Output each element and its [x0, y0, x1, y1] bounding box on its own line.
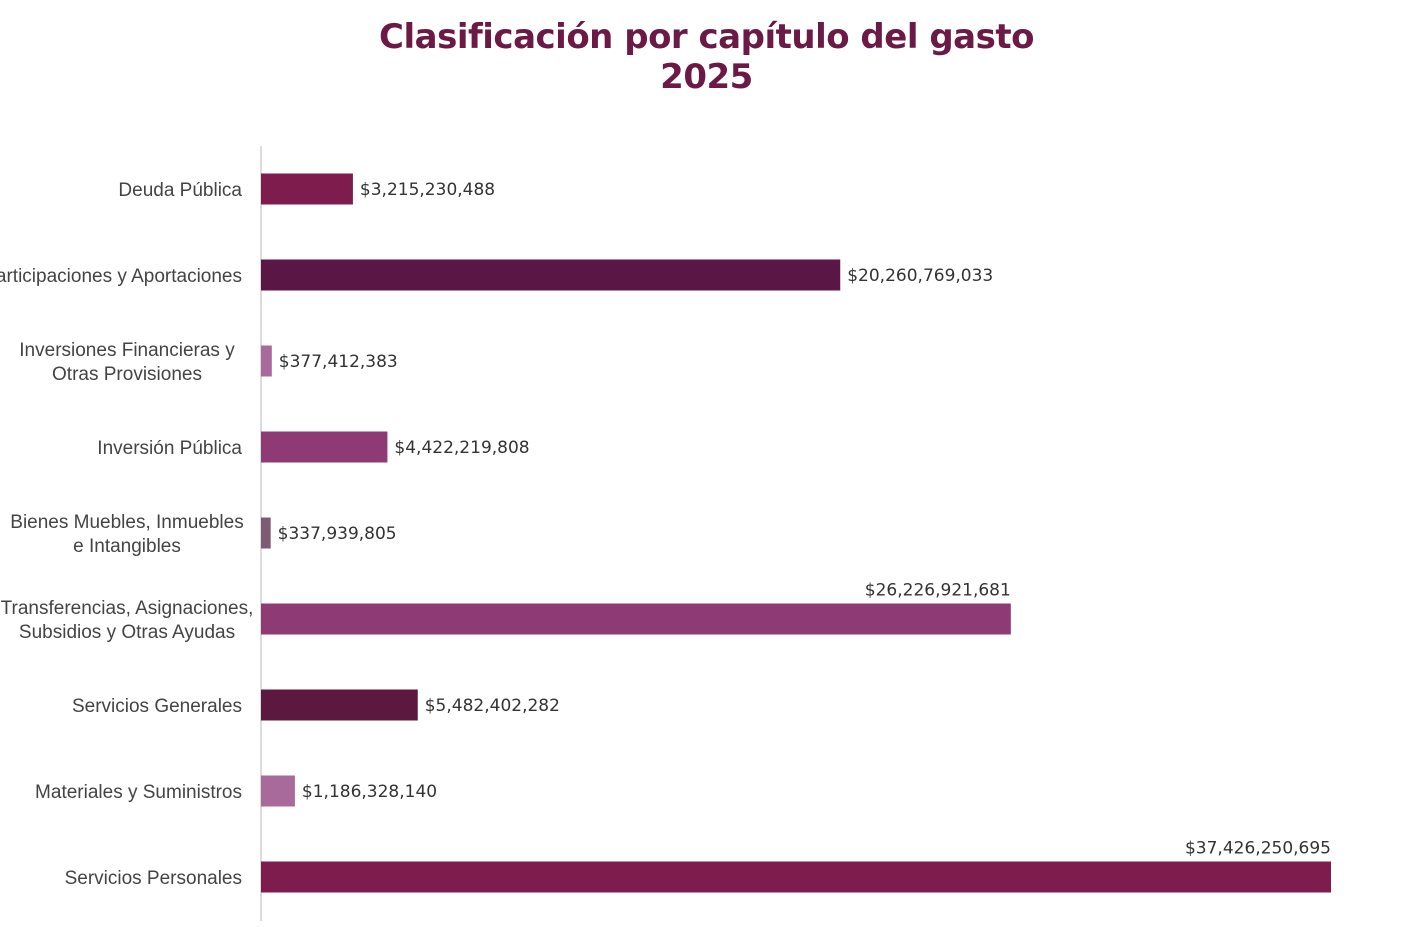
category-label-line: Transferencias, Asignaciones,: [1, 598, 254, 619]
bar-6: [261, 689, 418, 721]
category-label: Participaciones y Aportaciones: [0, 266, 242, 287]
category-label: Materiales y Suministros: [35, 782, 242, 803]
category-label-line: Otras Provisiones: [52, 364, 202, 385]
bar-1: [261, 259, 841, 291]
category-label: Servicios Generales: [72, 696, 242, 717]
value-label: $5,482,402,282: [425, 696, 560, 716]
category-label-line: Deuda Pública: [118, 180, 242, 201]
chart-title: Clasificación por capítulo del gasto: [379, 17, 1034, 57]
value-label: $3,215,230,488: [360, 180, 495, 200]
category-label-line: Bienes Muebles, Inmuebles: [10, 512, 243, 533]
category-label-line: e Intangibles: [73, 536, 181, 557]
category-label-line: Inversión Pública: [97, 438, 242, 459]
category-label-line: Servicios Generales: [72, 696, 242, 717]
category-label-line: Inversiones Financieras y: [19, 340, 235, 361]
bar-2: [261, 345, 272, 377]
bar-3: [261, 431, 388, 463]
value-label: $377,412,383: [279, 352, 398, 372]
value-label: $37,426,250,695: [1185, 839, 1331, 859]
category-label: Inversión Pública: [97, 438, 242, 459]
category-label-line: Materiales y Suministros: [35, 782, 242, 803]
value-label: $1,186,328,140: [302, 782, 437, 802]
value-label: $20,260,769,033: [847, 266, 993, 286]
value-label: $4,422,219,808: [394, 438, 529, 458]
category-label-line: Participaciones y Aportaciones: [0, 266, 242, 287]
bar-4: [261, 517, 271, 549]
chart-subtitle-year: 2025: [660, 57, 753, 97]
category-label: Servicios Personales: [65, 868, 242, 889]
bar-0: [261, 173, 353, 205]
category-label: Deuda Pública: [118, 180, 242, 201]
value-label: $26,226,921,681: [865, 581, 1011, 601]
category-label-line: Subsidios y Otras Ayudas: [19, 622, 235, 643]
bar-8: [261, 861, 1331, 893]
value-label: $337,939,805: [278, 524, 397, 544]
category-label: Inversiones Financieras y Otras Provision…: [19, 340, 235, 385]
bar-5: [261, 603, 1011, 635]
bar-7: [261, 775, 295, 807]
category-label: Transferencias, Asignaciones, Subsidios y…: [1, 598, 254, 643]
category-label: Bienes Muebles, Inmuebles e Intangibles: [10, 512, 243, 557]
category-label-line: Servicios Personales: [65, 868, 242, 889]
